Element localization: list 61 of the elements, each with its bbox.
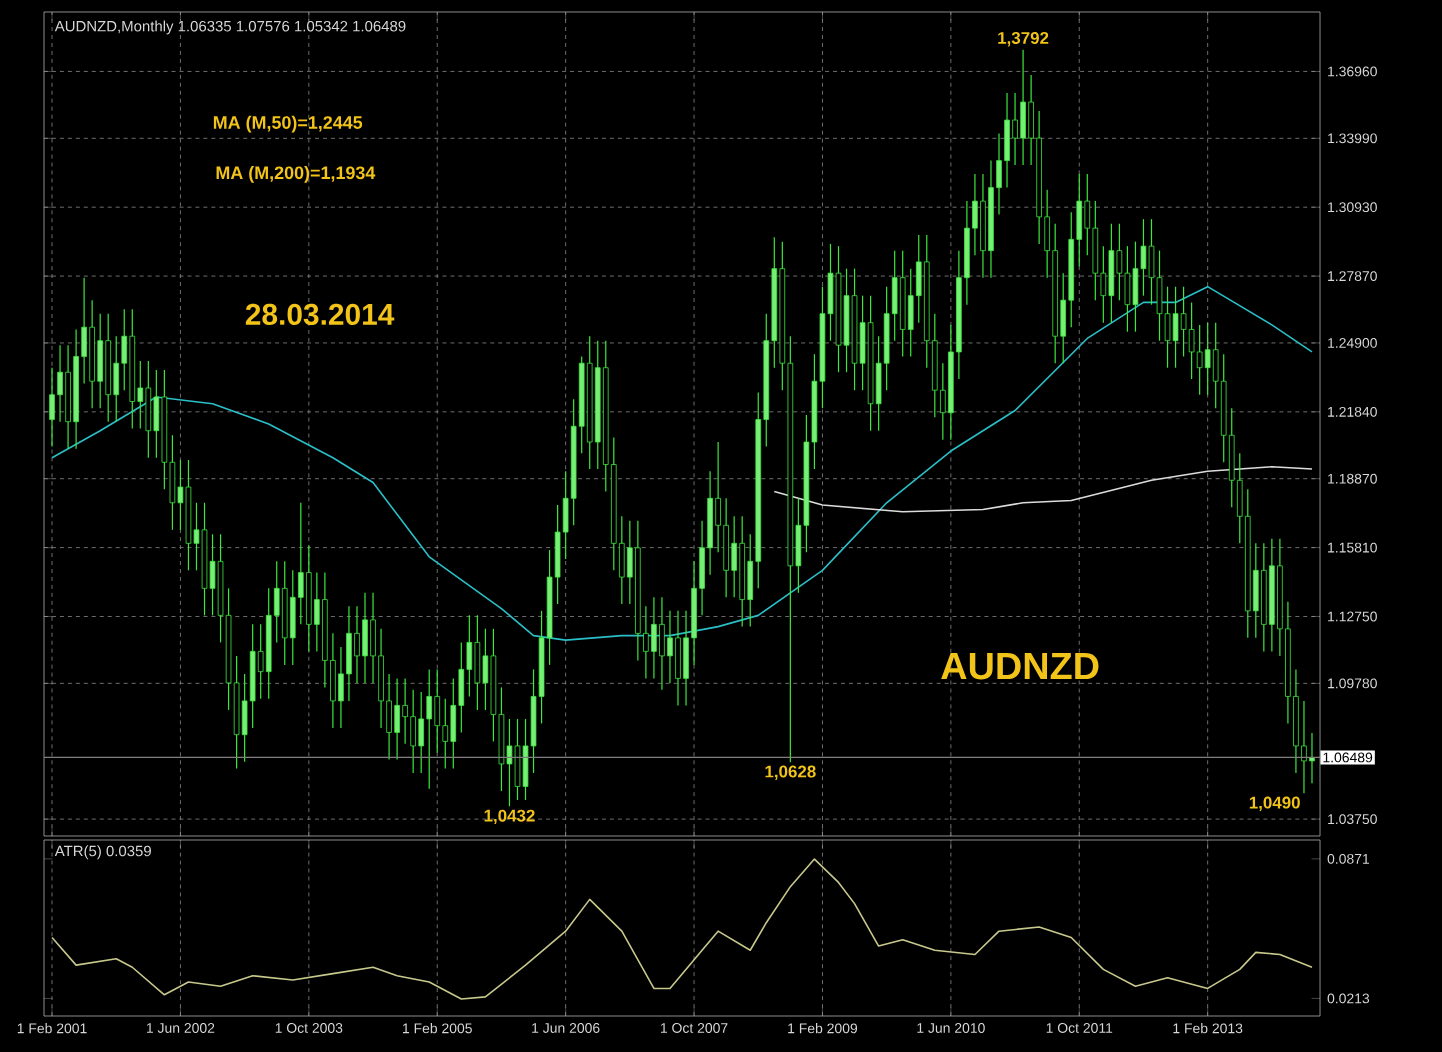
- candlestick: [1188, 301, 1195, 380]
- candlestick: [1140, 218, 1147, 297]
- candlestick: [426, 668, 433, 790]
- candlestick: [514, 718, 521, 801]
- candlestick: [482, 628, 489, 711]
- candlestick: [667, 610, 673, 684]
- candlestick: [418, 691, 424, 774]
- candlestick: [1172, 286, 1179, 369]
- candlestick: [434, 668, 441, 754]
- candlestick: [1092, 200, 1099, 301]
- candlestick: [466, 614, 473, 698]
- candlestick: [394, 677, 400, 761]
- candlestick: [1020, 49, 1026, 166]
- candlestick: [1204, 322, 1211, 396]
- candlestick: [1180, 286, 1187, 358]
- candlestick: [410, 689, 416, 774]
- candlestick: [474, 614, 481, 711]
- line-series: [773, 465, 1313, 513]
- candlestick: [723, 497, 729, 598]
- candlestick: [450, 677, 457, 770]
- annotation: 1,0628: [765, 765, 816, 780]
- candlestick: [362, 592, 368, 684]
- candlestick: [731, 515, 737, 598]
- candlestick: [1116, 223, 1123, 301]
- candlestick: [209, 533, 216, 616]
- annotation: AUDNZD: [941, 653, 1099, 680]
- candlestick: [289, 569, 296, 666]
- candlestick: [57, 344, 63, 423]
- candlestick: [675, 610, 681, 707]
- candlestick: [1012, 92, 1018, 166]
- annotation: 28.03.2014: [245, 303, 395, 326]
- candlestick: [1309, 732, 1315, 784]
- candlestick: [153, 369, 160, 459]
- candlestick: [1196, 324, 1203, 396]
- candlestick: [1301, 700, 1307, 794]
- candlestick: [1004, 92, 1010, 189]
- annotation: 1,3792: [998, 31, 1049, 47]
- candlestick: [907, 268, 914, 358]
- candlestick: [257, 623, 264, 700]
- line-series: [51, 858, 1313, 1000]
- candlestick: [1156, 250, 1163, 342]
- candlestick: [97, 313, 103, 409]
- candlestick: [458, 641, 465, 734]
- annotation: MA (M,50)=1,2445: [213, 115, 363, 133]
- candlestick: [113, 335, 120, 423]
- candlestick: [49, 367, 55, 448]
- candlestick: [346, 605, 352, 702]
- candlestick: [1132, 241, 1139, 333]
- annotation: 1,0490: [1249, 796, 1300, 812]
- candlestick: [442, 698, 449, 770]
- candlestick: [1148, 218, 1155, 306]
- candlestick: [145, 360, 152, 459]
- candlestick: [506, 718, 513, 807]
- candlestick: [1108, 223, 1115, 324]
- candlestick: [651, 596, 657, 679]
- annotation: MA (M,200)=1,1934: [216, 165, 376, 183]
- candlestick: [402, 677, 408, 745]
- candlestick: [354, 605, 360, 684]
- candlestick: [1124, 245, 1131, 333]
- candlestick: [659, 596, 665, 691]
- annotation: 1,0432: [484, 809, 535, 825]
